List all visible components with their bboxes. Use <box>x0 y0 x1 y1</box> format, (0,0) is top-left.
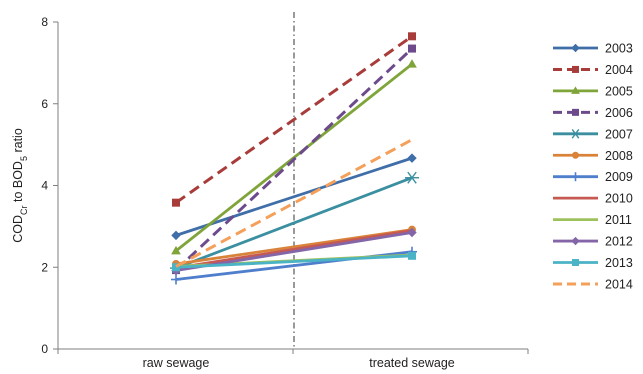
point-marker <box>172 198 180 207</box>
point-marker <box>408 44 416 53</box>
legend-label: 2005 <box>605 84 633 98</box>
legend-label: 2007 <box>605 127 633 141</box>
series-2014 <box>175 138 413 268</box>
legend-label: 2008 <box>605 149 633 163</box>
legend-label: 2012 <box>605 235 633 249</box>
y-tick-label: 0 <box>41 342 48 356</box>
legend-item: 2006 <box>553 106 633 120</box>
series-line <box>175 35 413 204</box>
legend-label: 2003 <box>605 42 633 56</box>
series-line <box>175 156 413 237</box>
axes: 0 2 4 6 8 raw sewage treated sewage <box>41 12 529 370</box>
legend: 2003 2004 2005 2006 2007 2008 2009 2010 2011 2012… <box>553 42 633 291</box>
legend-item: 2012 <box>553 235 633 249</box>
series-2006 <box>172 44 416 275</box>
series-2003 <box>171 153 417 241</box>
series-line <box>175 229 413 270</box>
point-marker <box>408 32 416 41</box>
series-2013 <box>172 251 416 272</box>
point-marker <box>171 230 181 241</box>
point-marker <box>571 43 580 53</box>
series-2004 <box>172 32 416 207</box>
point-marker <box>408 251 416 260</box>
y-tick-label: 4 <box>41 179 48 193</box>
legend-item: 2008 <box>553 149 633 163</box>
legend-item: 2014 <box>553 277 633 291</box>
point-marker <box>171 274 181 285</box>
legend-item: 2003 <box>553 42 633 56</box>
legend-label: 2010 <box>605 192 633 206</box>
y-tick-label: 2 <box>41 260 48 274</box>
point-marker <box>572 65 579 73</box>
x-category-label: raw sewage <box>143 356 210 370</box>
point-marker <box>171 245 181 255</box>
y-tick-label: 8 <box>41 15 48 29</box>
point-marker <box>407 153 417 163</box>
legend-item: 2011 <box>553 213 632 227</box>
series-line <box>175 176 413 270</box>
y-axis-label-subscript: Cr <box>19 206 29 216</box>
y-axis-label-subscript: 5 <box>19 156 29 161</box>
legend-item: 2007 <box>553 127 633 141</box>
point-marker-stroke <box>407 171 417 184</box>
legend-item: 2009 <box>553 170 633 184</box>
series-2010 <box>175 229 413 270</box>
point-marker <box>570 128 581 139</box>
y-axis-label-part: COD <box>11 215 25 243</box>
y-axis-label-part: ratio <box>11 128 25 156</box>
legend-item: 2013 <box>553 256 633 270</box>
point-marker <box>405 171 419 184</box>
legend-item: 2010 <box>553 192 633 206</box>
legend-label: 2006 <box>605 106 633 120</box>
legend-label: 2014 <box>605 277 633 291</box>
legend-item: 2005 <box>553 84 633 98</box>
series-line <box>175 254 413 269</box>
legend-label: 2011 <box>605 213 632 227</box>
y-axis-label: CODCr to BOD5 ratio <box>11 128 29 243</box>
legend-item: 2004 <box>553 63 633 77</box>
series-line <box>175 138 413 268</box>
x-category-label: treated sewage <box>369 356 455 370</box>
legend-label: 2013 <box>605 256 633 270</box>
y-tick-label: 6 <box>41 97 48 111</box>
series-lines <box>170 32 419 285</box>
point-marker <box>407 59 417 68</box>
series-line <box>174 47 414 272</box>
point-marker <box>571 172 580 182</box>
point-marker-stroke <box>571 128 580 139</box>
point-marker <box>172 263 180 272</box>
point-marker <box>572 259 579 266</box>
point-marker <box>572 151 579 159</box>
point-marker <box>407 227 417 238</box>
legend-label: 2004 <box>605 63 633 77</box>
legend-label: 2009 <box>605 170 633 184</box>
y-axis-label-part: to BOD <box>11 161 25 205</box>
point-marker <box>571 86 580 94</box>
point-marker <box>571 236 580 246</box>
point-marker <box>572 108 579 116</box>
